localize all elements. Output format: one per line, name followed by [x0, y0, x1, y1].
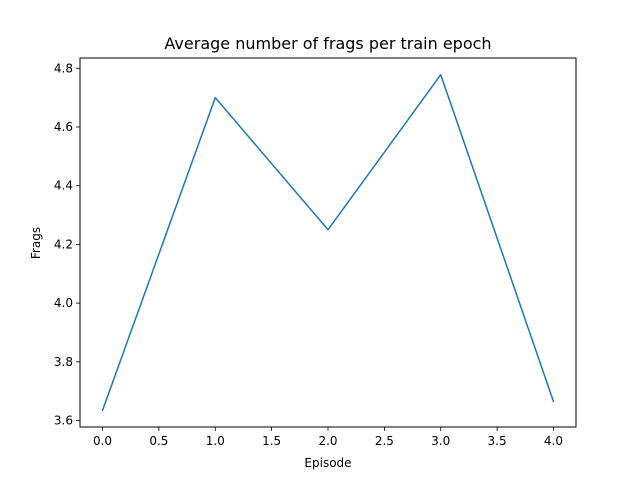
y-tick-label: 4.2	[54, 237, 73, 251]
x-tick-label: 2.5	[375, 434, 394, 448]
y-tick-label: 3.6	[54, 414, 73, 428]
x-axis: 0.0 0.5 1.0 1.5 2.0 2.5 3.0 3.5 4.0	[93, 427, 563, 448]
x-tick-label: 0.0	[93, 434, 112, 448]
x-tick-label: 3.0	[431, 434, 450, 448]
x-tick-label: 3.5	[488, 434, 507, 448]
chart-title: Average number of frags per train epoch	[164, 34, 491, 53]
x-tick-label: 1.5	[262, 434, 281, 448]
plot-area	[80, 58, 576, 427]
y-tick-label: 4.0	[54, 296, 73, 310]
series-line-0	[101, 73, 555, 412]
y-tick-label: 4.6	[54, 120, 73, 134]
y-axis-label: Frags	[29, 227, 43, 259]
x-axis-label: Episode	[304, 456, 351, 470]
x-tick-label: 0.5	[149, 434, 168, 448]
x-tick-label: 1.0	[206, 434, 225, 448]
y-tick-label: 3.8	[54, 355, 73, 369]
y-tick-label: 4.4	[54, 179, 73, 193]
x-tick-label: 4.0	[544, 434, 563, 448]
y-axis: 3.6 3.8 4.0 4.2 4.4 4.6 4.8	[54, 61, 80, 428]
series-layer	[101, 73, 555, 412]
y-tick-label: 4.8	[54, 61, 73, 75]
x-tick-label: 2.0	[318, 434, 337, 448]
